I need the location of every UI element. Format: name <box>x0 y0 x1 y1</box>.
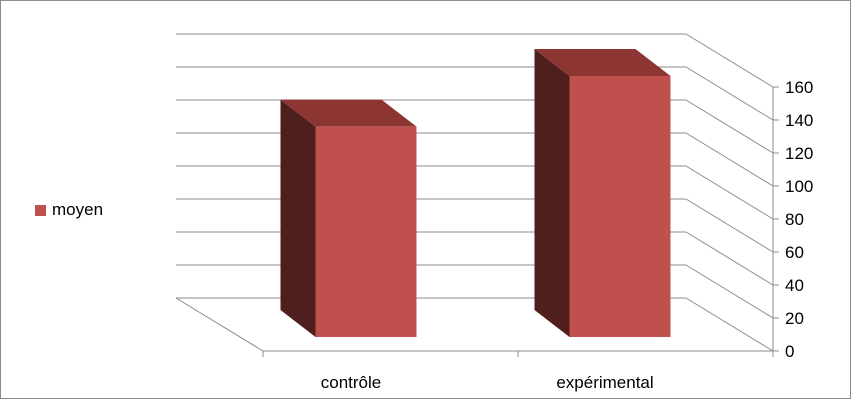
bar-front <box>569 76 671 337</box>
gridline-side <box>685 132 774 187</box>
gridline-side <box>685 66 774 121</box>
y-tick-label: 40 <box>785 276 804 295</box>
gridline-side <box>685 99 774 154</box>
bar-front <box>315 126 417 337</box>
y-tick-label: 20 <box>785 309 804 328</box>
floor-left-edge <box>175 297 264 352</box>
gridline-side <box>685 198 774 253</box>
bar-side <box>280 99 316 337</box>
gridline-side <box>685 165 774 220</box>
bar <box>280 99 417 337</box>
bar-side <box>534 49 570 337</box>
y-tick-label: 0 <box>785 342 794 361</box>
legend-label: moyen <box>52 200 104 219</box>
legend: moyen <box>35 200 103 220</box>
bar-top <box>534 49 671 76</box>
gridline-side <box>685 33 774 88</box>
gridlines <box>175 33 779 357</box>
gridline-side <box>685 297 774 352</box>
y-tick-label: 80 <box>785 210 804 229</box>
y-tick-label: 100 <box>785 177 813 196</box>
gridline-side <box>685 231 774 286</box>
bar <box>534 49 671 337</box>
x-category-label: contrôle <box>321 373 381 392</box>
legend-swatch <box>35 204 46 216</box>
y-tick-label: 60 <box>785 243 804 262</box>
y-tick-label: 160 <box>785 78 813 97</box>
gridline-side <box>685 264 774 319</box>
y-tick-label: 120 <box>785 144 813 163</box>
y-tick-label: 140 <box>785 111 813 130</box>
x-category-label: expérimental <box>556 373 653 392</box>
bar-top <box>280 99 417 127</box>
